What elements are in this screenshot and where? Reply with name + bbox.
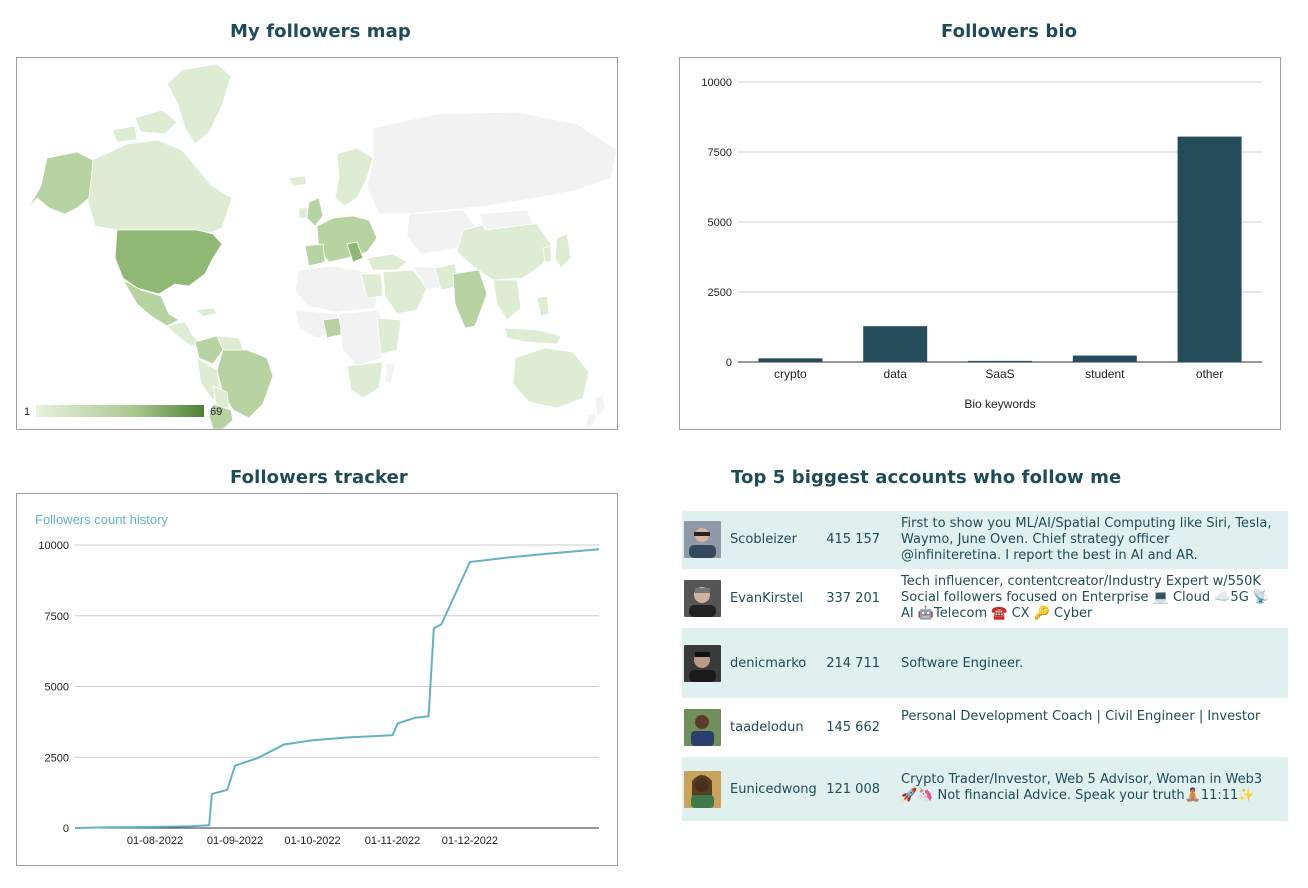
avatar: [684, 645, 721, 682]
bio-x-tick: crypto: [774, 367, 807, 381]
table-row[interactable]: Scobleizer 415 157 First to show you ML/…: [682, 511, 1288, 569]
bio-bar-student[interactable]: [1072, 355, 1137, 362]
map-central-africa: [338, 309, 390, 367]
table-row[interactable]: EvanKirstel 337 201 Tech influencer, con…: [682, 569, 1288, 628]
map-russia: [366, 111, 618, 215]
account-bio: Personal Development Coach | Civil Engin…: [901, 709, 1261, 724]
map-mexico: [121, 278, 180, 327]
bio-x-tick: other: [1196, 367, 1223, 381]
map-east-africa: [376, 317, 402, 355]
bio-y-tick: 0: [726, 357, 732, 369]
avatar: [684, 709, 721, 746]
map-australia: [512, 347, 590, 409]
tracker-line-chart: Followers count history 0 2500 5000 7500 1000…: [35, 512, 600, 847]
bio-title: Followers bio: [941, 21, 1078, 42]
tracker-x-tick: 01-08-2022: [127, 835, 183, 847]
map-legend-min: 1: [24, 406, 30, 418]
tracker-y-tick: 10000: [38, 540, 69, 552]
tracker-chart-title: Followers count history: [35, 512, 168, 527]
account-bio: First to show you ML/AI/Spatial Computin…: [901, 516, 1272, 563]
avatar: [684, 521, 721, 558]
map-south-africa: [346, 361, 384, 399]
map-uk: [306, 197, 324, 227]
account-bio: Software Engineer.: [901, 656, 1024, 671]
map-north-africa: [294, 265, 380, 313]
map-indonesia: [504, 327, 562, 345]
bio-y-tick: 10000: [701, 77, 732, 89]
table-row[interactable]: taadelodun 145 662 Personal Development …: [682, 698, 1288, 757]
bio-bar-chart: 0 2500 5000 7500 10000 crypto data SaaS student o…: [701, 77, 1262, 411]
account-name[interactable]: Eunicedwong: [730, 782, 817, 797]
tracker-x-tick: 01-12-2022: [442, 835, 498, 847]
map-title: My followers map: [230, 21, 411, 42]
table-row[interactable]: denicmarko 214 711 Software Engineer.: [682, 628, 1288, 698]
account-name[interactable]: taadelodun: [730, 720, 804, 735]
map-mongolia: [478, 209, 534, 231]
tracker-y-tick: 2500: [45, 752, 69, 764]
tracker-title: Followers tracker: [230, 467, 408, 488]
tracker-series-line[interactable]: [74, 548, 600, 829]
map-scandinavia: [334, 147, 374, 207]
map-japan: [554, 233, 572, 269]
tracker-y-tick: 0: [63, 823, 69, 835]
followers-map-panel: 1 69: [16, 57, 618, 430]
follower-count: 214 711: [826, 656, 880, 671]
top-accounts-title: Top 5 biggest accounts who follow me: [731, 467, 1122, 488]
bio-y-tick: 5000: [708, 217, 732, 229]
map-greenland: [166, 63, 232, 145]
bio-bar-data[interactable]: [863, 326, 928, 362]
bio-bar-other[interactable]: [1177, 136, 1242, 362]
map-canada: [86, 139, 233, 237]
world-map[interactable]: 1 69: [17, 58, 618, 430]
avatar: [684, 771, 721, 808]
bio-y-tick: 7500: [708, 147, 732, 159]
map-brazil: [216, 349, 274, 419]
map-europe: [316, 215, 378, 263]
table-row[interactable]: Eunicedwong 121 008 Crypto Trader/Invest…: [682, 757, 1288, 821]
map-spain: [304, 243, 326, 267]
map-legend-max: 69: [210, 406, 222, 418]
map-egypt: [360, 273, 384, 299]
followers-bio-panel: 0 2500 5000 7500 10000 crypto data SaaS student o…: [679, 57, 1281, 430]
tracker-x-tick: 01-10-2022: [284, 835, 340, 847]
map-usa: [114, 229, 223, 295]
bio-y-tick: 2500: [708, 287, 732, 299]
account-bio: Tech influencer, contentcreator/Industry…: [901, 574, 1270, 621]
account-bio: Crypto Trader/Investor, Web 5 Advisor, W…: [901, 772, 1263, 803]
follower-count: 415 157: [826, 532, 880, 547]
tracker-y-tick: 5000: [45, 682, 69, 694]
map-colombia: [194, 335, 224, 365]
tracker-x-tick: 01-11-2022: [365, 835, 420, 847]
avatar: [684, 580, 721, 617]
follower-count: 337 201: [826, 591, 880, 606]
account-name[interactable]: Scobleizer: [730, 532, 797, 547]
follower-count: 121 008: [826, 782, 880, 797]
account-name[interactable]: EvanKirstel: [730, 591, 804, 606]
top-accounts-table: Scobleizer 415 157 First to show you ML/…: [682, 511, 1288, 821]
follower-count: 145 662: [826, 720, 880, 735]
account-name[interactable]: denicmarko: [730, 656, 807, 671]
bio-x-tick: data: [884, 367, 908, 381]
tracker-x-tick: 01-09-2022: [207, 835, 263, 847]
bio-x-axis-label: Bio keywords: [964, 397, 1035, 411]
map-legend-gradient: [36, 405, 204, 417]
bio-x-tick: SaaS: [985, 367, 1014, 381]
map-middle-east: [382, 269, 428, 315]
map-bolivia: [212, 385, 230, 409]
map-alaska: [26, 151, 94, 215]
bio-x-tick: student: [1085, 367, 1125, 381]
bio-bar-crypto[interactable]: [758, 358, 823, 362]
tracker-y-tick: 7500: [45, 611, 69, 623]
followers-tracker-panel: Followers count history 0 2500 5000 7500 1000…: [16, 493, 618, 866]
map-india: [452, 269, 488, 329]
bio-bar-SaaS[interactable]: [968, 360, 1032, 362]
